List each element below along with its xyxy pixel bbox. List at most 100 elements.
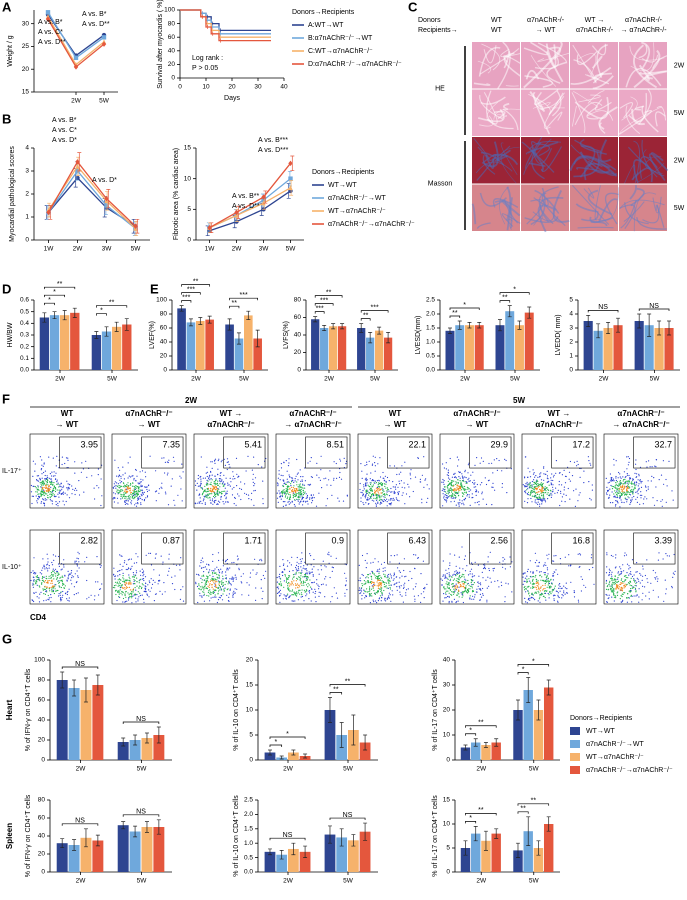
- cell-event: [234, 497, 236, 499]
- cell-event: [359, 587, 361, 589]
- cell-event: [124, 503, 126, 505]
- cell-event: [158, 488, 161, 490]
- x-tick-label: 2W: [283, 878, 294, 885]
- cell-event: [506, 492, 508, 494]
- cell-event: [58, 593, 60, 595]
- cell-event: [376, 486, 378, 489]
- cell-event: [150, 578, 152, 580]
- cell-event: [480, 584, 482, 586]
- cell-event: [535, 487, 537, 489]
- cell-event: [127, 559, 129, 561]
- cell-event: [77, 558, 79, 560]
- cell-event: [280, 584, 283, 586]
- cell-event: [454, 492, 456, 494]
- error-bar: [156, 726, 161, 744]
- cell-event: [38, 497, 41, 499]
- bar: [141, 738, 153, 760]
- tissue-streak: [573, 151, 600, 178]
- cell-event: [611, 488, 614, 490]
- cell-event: [288, 582, 290, 584]
- y-tick-label: 80: [294, 297, 302, 304]
- cell-event: [238, 475, 240, 477]
- significance-label: *: [48, 297, 51, 304]
- cell-event: [59, 598, 62, 601]
- tissue-streak: [599, 139, 612, 163]
- cell-event: [367, 577, 369, 579]
- cell-event: [131, 595, 133, 598]
- error-bar: [95, 674, 100, 696]
- cell-event: [543, 495, 545, 497]
- cell-event: [203, 571, 205, 573]
- cell-event: [211, 479, 213, 481]
- cell-event: [71, 493, 73, 495]
- cell-event: [121, 586, 123, 588]
- cell-event: [196, 482, 198, 484]
- cell-event: [141, 586, 143, 589]
- error-bar: [291, 842, 296, 856]
- cell-event: [371, 595, 373, 597]
- cell-event: [57, 563, 60, 565]
- cell-event: [651, 466, 653, 468]
- cell-event: [127, 482, 129, 484]
- cell-event: [200, 480, 202, 482]
- cell-event: [639, 479, 641, 481]
- significance-label: ***: [371, 304, 379, 311]
- cell-event: [55, 465, 57, 467]
- cell-event: [128, 597, 130, 599]
- cell-event: [60, 600, 62, 602]
- cell-event: [626, 486, 628, 489]
- cell-event: [148, 552, 150, 555]
- cell-event: [390, 600, 392, 602]
- bar: [513, 710, 523, 760]
- cell-event: [136, 492, 138, 494]
- cell-event: [214, 482, 217, 484]
- cell-event: [635, 463, 637, 465]
- cell-event: [41, 487, 44, 489]
- cell-event: [203, 594, 205, 597]
- cell-event: [45, 489, 47, 492]
- cell-event: [52, 568, 54, 570]
- significance-label: **: [363, 312, 369, 319]
- cell-event: [213, 501, 215, 503]
- cell-event: [668, 460, 670, 462]
- cell-event: [140, 497, 142, 499]
- significance-label: ***: [240, 292, 248, 299]
- cell-event: [33, 572, 35, 574]
- cell-event: [170, 485, 172, 487]
- cell-event: [376, 585, 378, 587]
- cell-event: [137, 502, 139, 504]
- cell-event: [621, 489, 623, 491]
- cell-event: [442, 481, 444, 483]
- cell-event: [563, 493, 565, 495]
- cell-event: [48, 577, 50, 579]
- cell-event: [287, 578, 289, 581]
- cell-event: [53, 494, 55, 496]
- cell-event: [288, 462, 290, 464]
- significance-label: NS: [136, 716, 146, 723]
- y-tick-label: 80: [160, 311, 168, 318]
- cell-event: [450, 484, 453, 486]
- cell-event: [311, 502, 313, 504]
- time-header: 5W: [513, 396, 525, 405]
- cell-event: [219, 587, 221, 589]
- bar: [383, 337, 393, 370]
- cell-event: [155, 500, 157, 502]
- bar: [112, 326, 122, 370]
- cell-event: [127, 500, 129, 502]
- error-bar: [536, 699, 541, 721]
- cell-event: [136, 486, 138, 488]
- cell-event: [382, 581, 384, 584]
- y-tick-label: 0: [41, 757, 45, 764]
- error-bar: [657, 320, 662, 336]
- annotation: A vs. B**: [232, 193, 260, 200]
- cell-event: [420, 481, 422, 483]
- cell-event: [301, 479, 303, 481]
- cell-event: [286, 578, 288, 580]
- cell-event: [253, 490, 255, 492]
- cell-event: [280, 498, 282, 500]
- cell-event: [361, 470, 363, 472]
- cell-event: [423, 486, 425, 488]
- cell-event: [194, 480, 196, 482]
- cell-event: [628, 497, 630, 499]
- cell-event: [373, 582, 375, 584]
